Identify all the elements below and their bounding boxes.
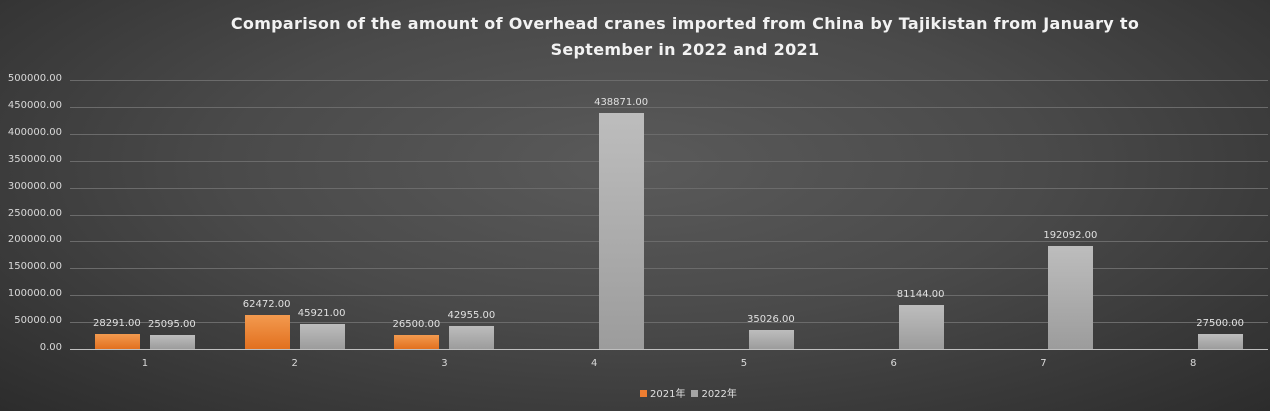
legend-swatch-icon [640, 390, 647, 397]
bar-2022年-6[interactable] [898, 305, 944, 349]
bar-2022年-7[interactable] [1048, 245, 1094, 349]
title-line-1: Comparison of the amount of Overhead cra… [230, 14, 1140, 33]
bar-2021年-1[interactable] [94, 333, 140, 349]
data-label: 62472.00 [242, 299, 291, 311]
y-tick-label: 400000.00 [7, 126, 62, 138]
data-label: 438871.00 [594, 96, 649, 108]
gridline [70, 80, 1268, 81]
bar-2021年-2[interactable] [244, 315, 290, 349]
title-line-2: September in 2022 and 2021 [550, 40, 820, 59]
chart-title: Comparison of the amount of Overhead cra… [150, 11, 1220, 63]
y-tick-label: 0.00 [39, 342, 62, 353]
data-label: 27500.00 [1196, 318, 1244, 330]
gridline [70, 241, 1268, 243]
bar-2022年-4[interactable] [599, 112, 645, 349]
gridline [70, 160, 1268, 162]
legend-item-2022[interactable]: 2022年 [691, 385, 737, 400]
gridline [70, 214, 1268, 216]
y-tick-label: 300000.00 [7, 180, 62, 192]
bar-2022年-2[interactable] [299, 324, 345, 349]
y-tick-label: 350000.00 [7, 153, 62, 165]
data-label: 35026.00 [747, 314, 795, 326]
bar-2021年-3[interactable] [394, 334, 440, 349]
legend-swatch-icon [691, 390, 699, 397]
x-tick-label: 1 [141, 358, 149, 369]
x-tick-label: 2 [291, 358, 298, 369]
bar-2022年-3[interactable] [449, 325, 495, 349]
data-label: 26500.00 [392, 318, 441, 330]
bar-2022年-8[interactable] [1198, 334, 1244, 349]
gridline [70, 295, 1268, 297]
legend: 2021年 2022年 [640, 385, 737, 400]
y-tick-label: 200000.00 [7, 234, 62, 246]
x-tick-label: 6 [890, 358, 897, 369]
y-tick-label: 150000.00 [7, 261, 62, 273]
gridline [70, 322, 1268, 324]
y-tick-label: 450000.00 [7, 99, 62, 111]
gridline [70, 268, 1268, 270]
y-tick-label: 250000.00 [7, 207, 62, 219]
data-label: 28291.00 [93, 317, 141, 329]
legend-item-2021[interactable]: 2021年 [640, 385, 685, 400]
x-tick-label: 4 [590, 358, 598, 369]
x-tick-label: 5 [740, 358, 748, 369]
data-label: 81144.00 [896, 289, 945, 301]
x-tick-label: 8 [1189, 358, 1197, 369]
data-label: 45921.00 [297, 308, 346, 320]
y-tick-label: 500000.00 [7, 73, 62, 84]
data-label: 192092.00 [1043, 229, 1098, 241]
data-label: 25095.00 [148, 319, 196, 331]
gridline [70, 187, 1268, 189]
x-tick-label: 3 [441, 358, 448, 369]
data-label: 42955.00 [447, 309, 496, 321]
gridline [70, 133, 1268, 135]
bar-2022年-5[interactable] [748, 330, 794, 349]
y-tick-label: 100000.00 [7, 288, 62, 300]
bar-2022年-1[interactable] [149, 335, 195, 349]
x-tick-label: 7 [1040, 358, 1047, 369]
gridline [70, 106, 1268, 108]
x-axis-line [70, 349, 1268, 350]
y-tick-label: 50000.00 [14, 315, 62, 327]
